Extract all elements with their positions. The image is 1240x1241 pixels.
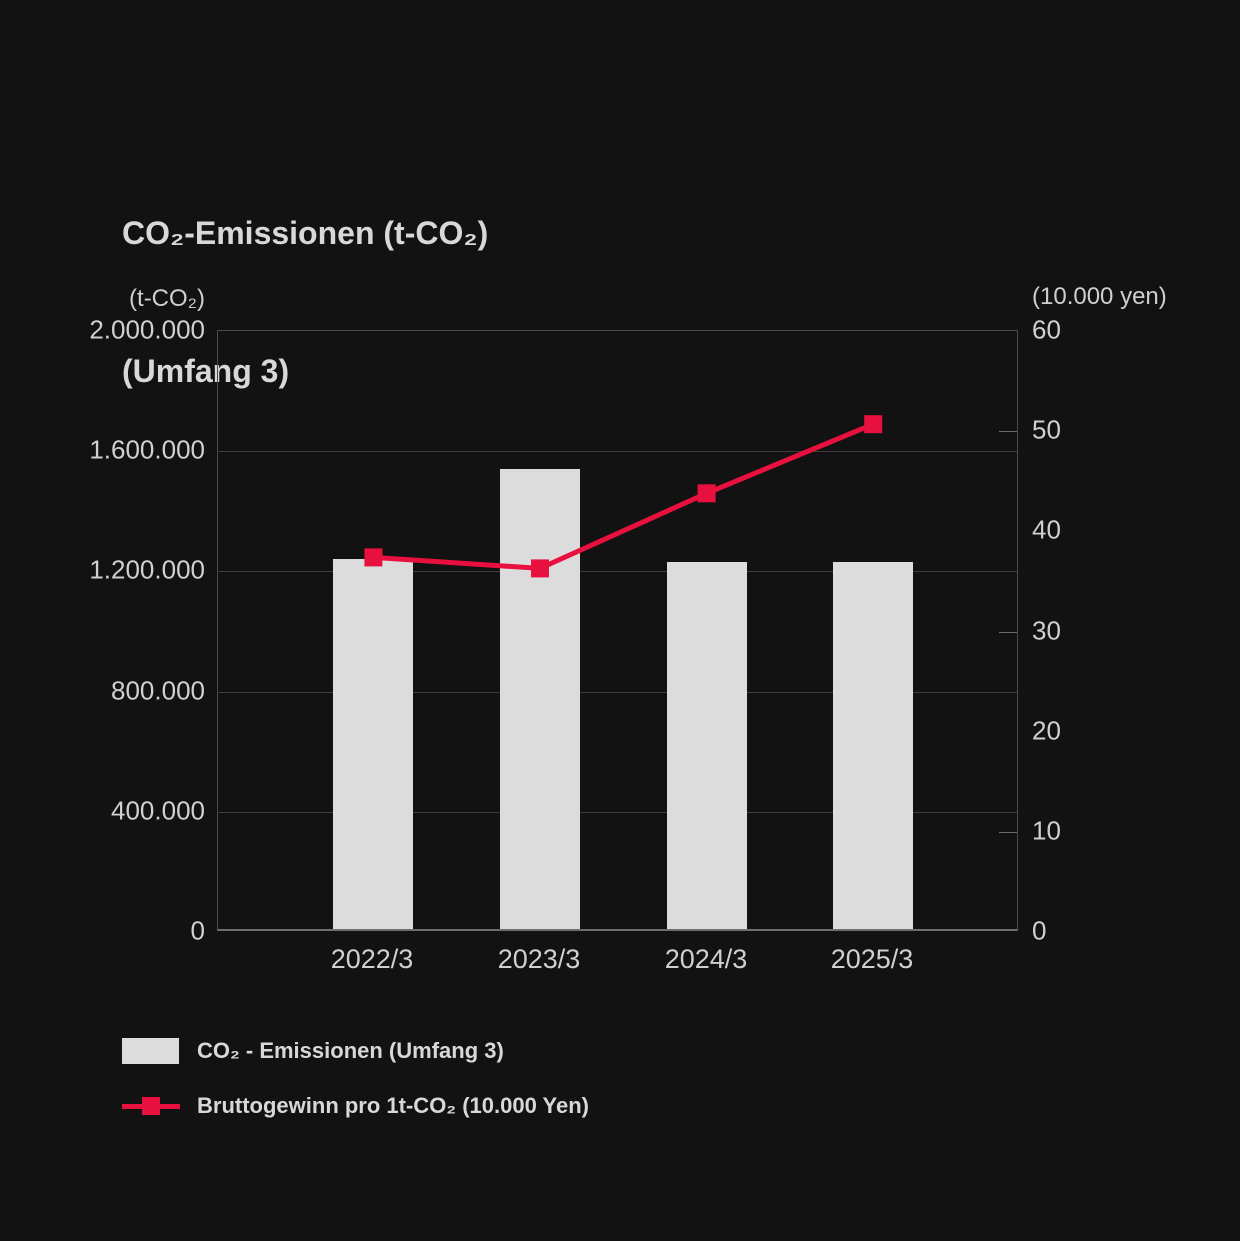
gridline — [218, 571, 1017, 572]
legend-item-gross-profit: Bruttogewinn pro 1t-CO₂ (10.000 Yen) — [122, 1093, 589, 1119]
right-axis-tick-mark — [999, 832, 1017, 833]
legend-label-gross-profit: Bruttogewinn pro 1t-CO₂ (10.000 Yen) — [197, 1093, 589, 1118]
chart-title: CO₂-Emissionen (t-CO₂) (Umfang 3) — [122, 118, 488, 486]
right-axis-tick-mark — [999, 632, 1017, 633]
gross-profit-line — [364, 415, 883, 578]
gridline — [218, 692, 1017, 693]
right-axis-tick-label: 30 — [1032, 615, 1061, 646]
x-axis-tick-label: 2025/3 — [830, 944, 914, 974]
left-axis-tick-label: 400.000 — [111, 795, 205, 826]
bar-2022-3 — [333, 559, 413, 929]
chart-title-line-1: CO₂-Emissionen (t-CO₂) — [122, 215, 489, 251]
left-axis-tick-label: 800.000 — [111, 675, 205, 706]
gridline — [218, 812, 1017, 813]
gridline — [218, 451, 1017, 452]
line-segment — [373, 421, 875, 571]
left-axis-tick-label: 1.600.000 — [89, 434, 205, 465]
x-axis-tick-label: 2022/3 — [330, 944, 414, 974]
square-marker-icon — [142, 1097, 160, 1115]
square-marker-2023-3 — [531, 559, 549, 578]
right-axis-tick-label: 40 — [1032, 514, 1061, 545]
legend-item-emissions: CO₂ - Emissionen (Umfang 3) — [122, 1038, 504, 1064]
left-axis-unit-label: (t-CO₂) — [129, 285, 205, 312]
right-axis-unit-label: (10.000 yen) — [1032, 283, 1167, 310]
x-axis-tick-label: 2024/3 — [664, 944, 748, 974]
bar-legend-swatch-icon — [122, 1038, 179, 1064]
legend: CO₂ - Emissionen (Umfang 3) Bruttogewinn… — [122, 1038, 822, 1148]
bar-2024-3 — [667, 562, 747, 929]
right-axis-tick-label: 50 — [1032, 414, 1061, 445]
square-marker-2024-3 — [697, 484, 716, 503]
right-axis-tick-mark — [999, 431, 1017, 432]
chart-title-line-2: (Umfang 3) — [122, 353, 290, 389]
line-legend-swatch-icon — [122, 1097, 180, 1115]
left-axis-tick-label: 2.000.000 — [89, 314, 205, 345]
left-axis-tick-label: 1.200.000 — [89, 554, 205, 585]
right-axis-tick-label: 20 — [1032, 715, 1061, 746]
bar-2025-3 — [833, 562, 913, 929]
left-axis-tick-label: 0 — [190, 915, 205, 946]
square-marker-2025-3 — [864, 415, 883, 434]
bar-2023-3 — [500, 469, 580, 929]
right-axis-tick-label: 0 — [1032, 915, 1047, 946]
plot-area — [217, 330, 1018, 931]
x-axis-tick-label: 2023/3 — [497, 944, 581, 974]
right-axis-tick-label: 60 — [1032, 314, 1061, 345]
square-marker-2022-3 — [364, 548, 383, 567]
legend-label-emissions: CO₂ - Emissionen (Umfang 3) — [197, 1038, 504, 1063]
right-axis-tick-label: 10 — [1032, 815, 1061, 846]
